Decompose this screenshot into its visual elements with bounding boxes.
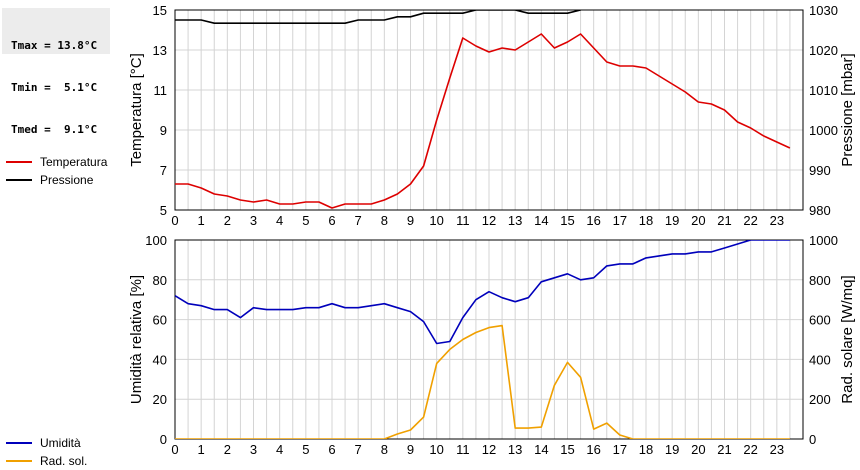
y-tick-label: 80: [153, 273, 167, 288]
legend-label: Umidità: [40, 436, 81, 450]
legend-item-temperatura: Temperatura: [6, 153, 107, 171]
x-tick-label: 18: [639, 442, 653, 457]
chart-1: 0 1 2 3 4 5 6 7 8 9 10 11 12 13 14 15 16 17 18 19 20 21 22 2357…: [128, 3, 856, 228]
x-tick-label: 10: [429, 213, 443, 228]
x-tick-label: 15: [560, 442, 574, 457]
x-tick-label: 6: [328, 442, 335, 457]
x-tick-label: 22: [743, 442, 757, 457]
y2-tick-label: 400: [809, 352, 831, 367]
x-tick-label: 8: [381, 213, 388, 228]
x-tick-label: 14: [534, 213, 548, 228]
legend-label: Temperatura: [40, 155, 108, 169]
x-tick-label: 18: [639, 213, 653, 228]
x-tick-label: 10: [429, 442, 443, 457]
y2-tick-label: 1000: [809, 233, 838, 248]
x-tick-label: 7: [355, 442, 362, 457]
y-tick-label: 15: [153, 3, 167, 18]
stat-tmed: Tmed = 9.1°C: [11, 123, 98, 136]
x-tick-label: 11: [456, 213, 470, 228]
x-tick-label: 4: [276, 442, 283, 457]
legend-swatch: [6, 460, 32, 462]
y-axis-label: Umidità relativa [%]: [128, 275, 145, 404]
y2-axis-label: Rad. solare [W/mq]: [839, 275, 856, 403]
chart-2: 0 1 2 3 4 5 6 7 8 9 10 11 12 13 14 15 16 17 18 19 20 21 22 2302…: [128, 233, 856, 457]
x-tick-label: 11: [456, 442, 470, 457]
x-tick-label: 12: [482, 442, 496, 457]
legend-swatch: [6, 161, 32, 163]
x-tick-label: 7: [355, 213, 362, 228]
y2-tick-label: 600: [809, 313, 831, 328]
legend-item-pressione: Pressione: [6, 171, 107, 189]
y2-tick-label: 990: [809, 163, 831, 178]
y-tick-label: 60: [153, 313, 167, 328]
y2-tick-label: 1030: [809, 3, 838, 18]
x-tick-label: 14: [534, 442, 548, 457]
stat-tmax: Tmax = 13.8°C: [11, 39, 98, 52]
y2-tick-label: 200: [809, 392, 831, 407]
y2-tick-label: 800: [809, 273, 831, 288]
series-line-umidit-: [175, 240, 790, 345]
x-tick-label: 3: [250, 213, 257, 228]
y-tick-label: 20: [153, 392, 167, 407]
y2-axis-label: Pressione [mbar]: [839, 53, 856, 166]
legend-item-umidita: Umidità: [6, 434, 87, 452]
y-axis-label: Temperatura [°C]: [128, 53, 145, 167]
plot-frame: [174, 239, 804, 440]
weather-charts: 0 1 2 3 4 5 6 7 8 9 10 11 12 13 14 15 16 17 18 19 20 21 22 2357…: [128, 3, 856, 457]
y-tick-label: 0: [160, 432, 167, 447]
y2-tick-label: 980: [809, 203, 831, 218]
x-tick-label: 8: [381, 442, 388, 457]
stat-tmin: Tmin = 5.1°C: [11, 81, 98, 94]
x-tick-label: 13: [508, 213, 522, 228]
stats-box: Tmax = 13.8°C Tmin = 5.1°C Tmed = 9.1°C: [2, 8, 110, 136]
y-tick-label: 13: [153, 43, 167, 58]
x-tick-label: 1: [198, 213, 205, 228]
x-tick-label: 16: [586, 442, 600, 457]
x-tick-label: 20: [691, 442, 705, 457]
y2-tick-label: 0: [809, 432, 816, 447]
y-tick-label: 40: [153, 352, 167, 367]
x-tick-label: 5: [302, 213, 309, 228]
y-tick-label: 11: [154, 83, 168, 98]
y2-tick-label: 1020: [809, 43, 838, 58]
x-tick-label: 0: [171, 442, 178, 457]
y-tick-label: 5: [160, 203, 167, 218]
legend-swatch: [6, 442, 32, 444]
series-line-rad-sol-: [175, 324, 790, 439]
x-tick-label: 3: [250, 442, 257, 457]
x-tick-label: 19: [665, 442, 679, 457]
x-tick-label: 2: [224, 442, 231, 457]
x-tick-label: 9: [407, 442, 414, 457]
x-tick-label: 19: [665, 213, 679, 228]
series-line-temperatura: [175, 33, 791, 209]
legend-label: Pressione: [40, 173, 94, 187]
y-tick-label: 9: [160, 123, 167, 138]
legend-top: Temperatura Pressione: [6, 153, 107, 189]
series-line-pressione: [175, 10, 581, 25]
x-tick-label: 20: [691, 213, 705, 228]
x-tick-label: 2: [224, 213, 231, 228]
y2-tick-label: 1000: [809, 123, 838, 138]
x-tick-label: 21: [717, 442, 731, 457]
x-tick-label: 5: [302, 442, 309, 457]
x-tick-label: 23: [770, 213, 784, 228]
x-tick-label: 9: [407, 213, 414, 228]
x-tick-label: 1: [198, 442, 205, 457]
x-tick-label: 16: [586, 213, 600, 228]
x-tick-label: 21: [717, 213, 731, 228]
x-tick-label: 17: [613, 213, 627, 228]
x-tick-label: 22: [743, 213, 757, 228]
x-tick-label: 15: [560, 213, 574, 228]
y-tick-label: 100: [145, 233, 167, 248]
x-tick-label: 0: [171, 213, 178, 228]
x-tick-label: 23: [770, 442, 784, 457]
y2-tick-label: 1010: [809, 83, 838, 98]
y-tick-label: 7: [160, 163, 167, 178]
x-tick-label: 17: [613, 442, 627, 457]
x-tick-label: 12: [482, 213, 496, 228]
legend-swatch: [6, 179, 32, 181]
x-tick-label: 6: [328, 213, 335, 228]
x-tick-label: 13: [508, 442, 522, 457]
x-tick-label: 4: [276, 213, 283, 228]
